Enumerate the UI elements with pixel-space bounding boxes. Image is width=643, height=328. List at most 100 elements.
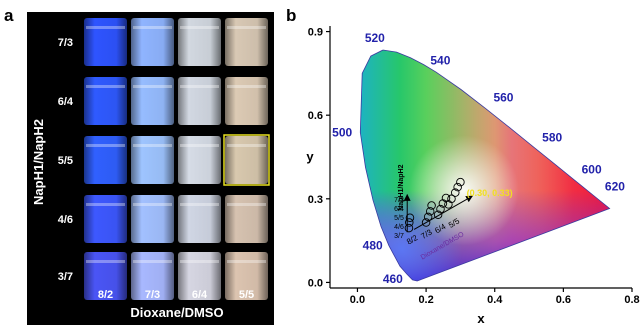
vial bbox=[225, 136, 268, 184]
panel-a-label: a bbox=[4, 6, 14, 25]
vial bbox=[131, 136, 174, 184]
row-label: 6/4 bbox=[58, 96, 74, 108]
vial-meniscus bbox=[86, 260, 125, 263]
vial-meniscus bbox=[227, 260, 266, 263]
y-tick-label: 0.3 bbox=[308, 194, 323, 206]
naph-ratio-tick: 4/6 bbox=[394, 224, 404, 231]
cie-gamut-fill bbox=[360, 50, 610, 281]
wavelength-label: 560 bbox=[493, 91, 513, 105]
vial bbox=[225, 18, 268, 66]
data-point bbox=[425, 207, 435, 216]
x-tick-label: 0.6 bbox=[556, 294, 571, 306]
highlight-box bbox=[223, 134, 270, 186]
x-tick-label: 0.4 bbox=[487, 294, 503, 306]
column-label: 7/3 bbox=[145, 289, 160, 301]
data-point bbox=[451, 188, 460, 197]
vial bbox=[225, 77, 268, 125]
data-point bbox=[405, 218, 414, 227]
x-tick-label: 0.8 bbox=[624, 294, 639, 306]
dmso-ratio-arrow bbox=[413, 195, 474, 230]
naph-ratio-tick: 7/3 bbox=[394, 197, 404, 204]
vial-meniscus bbox=[86, 26, 125, 29]
dmso-ratio-tick: 8/2 bbox=[405, 233, 420, 247]
vial-meniscus bbox=[86, 203, 125, 206]
data-point bbox=[436, 204, 445, 214]
vial-meniscus bbox=[180, 260, 219, 263]
wavelength-label: 600 bbox=[582, 162, 602, 176]
vial-meniscus bbox=[180, 144, 219, 147]
x-tick-label: 0.0 bbox=[350, 294, 365, 306]
white-point-label: (0.30, 0.33) bbox=[467, 188, 513, 198]
vial-meniscus bbox=[133, 26, 172, 29]
vial-meniscus bbox=[227, 203, 266, 206]
data-point bbox=[404, 223, 414, 233]
data-point bbox=[453, 182, 462, 192]
wavelength-label: 460 bbox=[383, 272, 403, 286]
vial bbox=[131, 18, 174, 66]
column-label: 5/5 bbox=[239, 289, 254, 301]
vial bbox=[225, 252, 268, 300]
dmso-ratio-tick: 7/3 bbox=[419, 227, 434, 241]
y-tick-label: 0.0 bbox=[308, 277, 323, 289]
naph-ratio-label: NapH1/NapH2 bbox=[398, 164, 405, 210]
column-label: 8/2 bbox=[98, 289, 113, 301]
vial-meniscus bbox=[86, 144, 125, 147]
y-axis-label: y bbox=[306, 149, 314, 164]
data-point bbox=[433, 210, 443, 219]
data-point bbox=[447, 194, 456, 204]
vial-meniscus bbox=[133, 144, 172, 147]
vial bbox=[178, 252, 221, 300]
vial-meniscus bbox=[227, 26, 266, 29]
vial-meniscus bbox=[180, 26, 219, 29]
panel-b-label: b bbox=[286, 6, 297, 25]
vial bbox=[84, 252, 127, 300]
data-point bbox=[438, 199, 448, 208]
naph-ratio-tick: 3/7 bbox=[394, 233, 404, 240]
vial-meniscus bbox=[133, 203, 172, 206]
vial-meniscus bbox=[227, 144, 266, 147]
x-axis-label: x bbox=[477, 311, 485, 326]
naph-ratio-tick: 5/5 bbox=[394, 215, 404, 222]
wavelength-label: 520 bbox=[365, 31, 385, 45]
vial bbox=[225, 195, 268, 243]
vial bbox=[178, 77, 221, 125]
data-point bbox=[405, 213, 415, 223]
vial-meniscus bbox=[133, 260, 172, 263]
column-label: 6/4 bbox=[192, 289, 208, 301]
vial bbox=[84, 77, 127, 125]
row-label: 4/6 bbox=[58, 214, 73, 226]
vial bbox=[84, 195, 127, 243]
vial bbox=[178, 195, 221, 243]
row-axis-label: NapH1/NapH2 bbox=[31, 119, 46, 205]
data-point bbox=[441, 193, 451, 203]
column-axis-label: Dioxane/DMSO bbox=[130, 305, 223, 320]
vial bbox=[131, 77, 174, 125]
vial bbox=[131, 195, 174, 243]
vial-meniscus bbox=[227, 85, 266, 88]
data-point bbox=[444, 200, 453, 209]
wavelength-label: 540 bbox=[430, 53, 450, 67]
vial-meniscus bbox=[180, 85, 219, 88]
data-point bbox=[421, 218, 431, 227]
vial bbox=[84, 18, 127, 66]
data-point bbox=[427, 201, 436, 210]
vial bbox=[131, 252, 174, 300]
vial-meniscus bbox=[133, 85, 172, 88]
data-point bbox=[423, 212, 433, 222]
vial bbox=[178, 18, 221, 66]
row-label: 3/7 bbox=[58, 271, 73, 283]
x-tick-label: 0.2 bbox=[418, 294, 433, 306]
vial-meniscus bbox=[180, 203, 219, 206]
wavelength-label: 580 bbox=[542, 131, 562, 145]
data-point bbox=[456, 177, 465, 187]
vial bbox=[178, 136, 221, 184]
vial bbox=[84, 136, 127, 184]
dmso-ratio-label: Dioxane/DMSO bbox=[420, 231, 466, 262]
vial-photo-panel: 7/3 6/4 5/5 4/6 3/7 8/2 7/3 6/4 5/5 Dioxane/DMSO N… bbox=[27, 12, 274, 325]
row-label: 7/3 bbox=[58, 37, 73, 49]
naph-ratio-tick: 6/4 bbox=[394, 206, 404, 213]
y-tick-label: 0.6 bbox=[308, 110, 323, 122]
dmso-ratio-tick: 5/5 bbox=[447, 216, 462, 230]
vial-grid: 7/3 6/4 5/5 4/6 3/7 8/2 7/3 6/4 5/5 Dioxane/DMSO N… bbox=[31, 18, 270, 320]
wavelength-label: 500 bbox=[332, 125, 352, 139]
